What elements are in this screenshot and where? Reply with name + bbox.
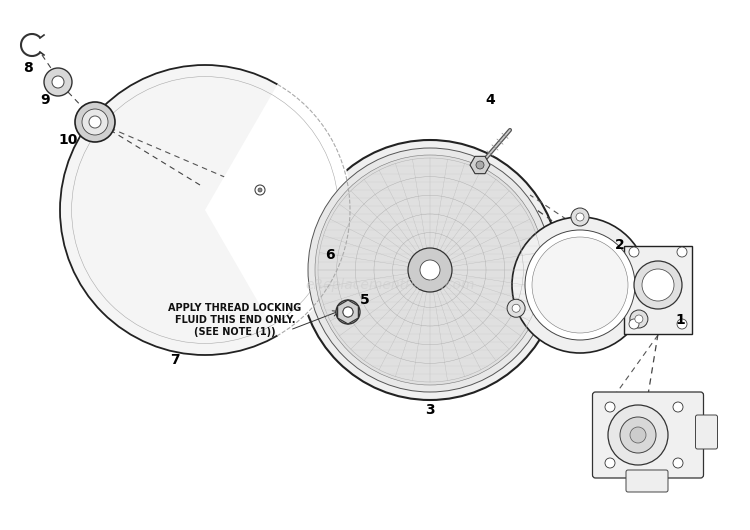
FancyBboxPatch shape — [695, 415, 718, 449]
FancyBboxPatch shape — [592, 392, 703, 478]
Circle shape — [336, 300, 360, 324]
Circle shape — [642, 269, 674, 301]
Circle shape — [634, 261, 682, 309]
Circle shape — [258, 188, 262, 192]
Text: 6: 6 — [326, 248, 334, 262]
Circle shape — [635, 315, 643, 323]
Circle shape — [308, 148, 552, 392]
FancyBboxPatch shape — [624, 246, 692, 334]
Text: eReplacementParts.com: eReplacementParts.com — [305, 278, 475, 292]
Text: 10: 10 — [58, 133, 78, 147]
Text: 4: 4 — [485, 93, 495, 107]
Circle shape — [525, 230, 635, 340]
Circle shape — [673, 402, 683, 412]
Circle shape — [608, 405, 668, 465]
Circle shape — [629, 319, 639, 329]
Circle shape — [343, 307, 353, 317]
Text: 5: 5 — [360, 293, 370, 307]
Circle shape — [255, 185, 265, 195]
FancyBboxPatch shape — [626, 470, 668, 492]
Circle shape — [343, 307, 353, 317]
Circle shape — [420, 260, 440, 280]
Text: 8: 8 — [23, 61, 33, 75]
Circle shape — [605, 458, 615, 468]
Text: 1: 1 — [675, 313, 685, 327]
Circle shape — [629, 247, 639, 257]
Text: 9: 9 — [40, 93, 50, 107]
Circle shape — [571, 208, 589, 226]
Circle shape — [620, 417, 656, 453]
Circle shape — [82, 109, 108, 135]
Circle shape — [44, 68, 72, 96]
Circle shape — [532, 237, 628, 333]
Text: 2: 2 — [615, 238, 625, 252]
Circle shape — [605, 402, 615, 412]
Circle shape — [60, 65, 350, 355]
Circle shape — [677, 319, 687, 329]
Circle shape — [630, 427, 646, 443]
Circle shape — [677, 247, 687, 257]
Circle shape — [476, 161, 484, 169]
Circle shape — [52, 76, 64, 88]
Circle shape — [507, 299, 525, 317]
Circle shape — [512, 217, 648, 353]
Text: APPLY THREAD LOCKING
FLUID THIS END ONLY.
(SEE NOTE (1)): APPLY THREAD LOCKING FLUID THIS END ONLY… — [168, 303, 302, 337]
Wedge shape — [205, 83, 352, 337]
Circle shape — [300, 140, 560, 400]
Circle shape — [576, 213, 584, 221]
Text: 7: 7 — [170, 353, 180, 367]
Circle shape — [408, 248, 452, 292]
Circle shape — [89, 116, 101, 128]
Circle shape — [673, 458, 683, 468]
Circle shape — [512, 304, 520, 312]
Circle shape — [75, 102, 115, 142]
Circle shape — [315, 155, 545, 385]
Circle shape — [630, 310, 648, 328]
Text: 3: 3 — [425, 403, 435, 417]
